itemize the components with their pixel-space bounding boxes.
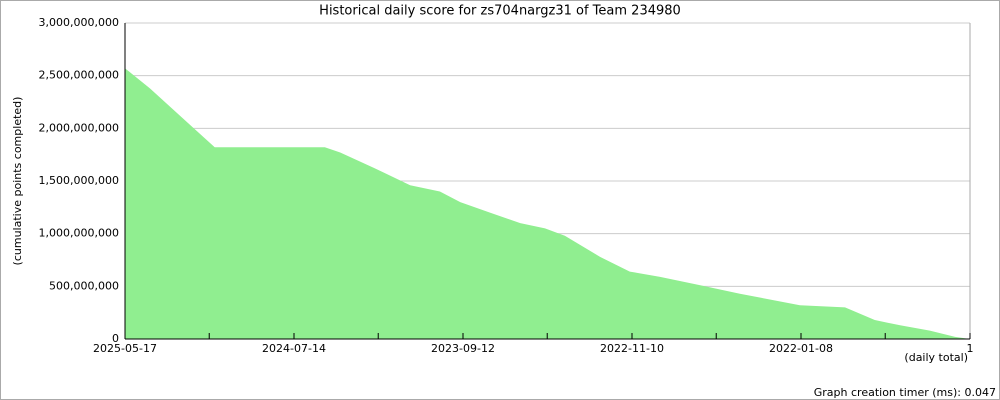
x-tick-label: 2022-11-10: [600, 342, 664, 355]
y-tick-label: 1,500,000,000: [39, 174, 119, 187]
x-tick-label: 2024-07-14: [262, 342, 326, 355]
y-tick-label: 2,000,000,000: [39, 121, 119, 134]
y-tick-label: 1,000,000,000: [39, 227, 119, 240]
area: [125, 68, 970, 339]
x-tick-label: 2023-09-12: [431, 342, 495, 355]
x-tick-label: 1: [967, 342, 974, 355]
y-axis-label: (cumulative points completed): [11, 97, 24, 266]
x-tick-label: 2022-01-08: [769, 342, 833, 355]
chart-title: Historical daily score for zs704nargz31 …: [319, 4, 681, 19]
y-tick-label: 0: [112, 332, 119, 345]
footer: Graph creation timer (ms): 0.047: [814, 386, 996, 399]
x-axis-label: (daily total): [904, 351, 968, 364]
y-tick-label: 500,000,000: [49, 279, 119, 292]
y-tick-label: 2,500,000,000: [39, 69, 119, 82]
x-tick-label: 2025-05-17: [93, 342, 157, 355]
y-tick-label: 3,000,000,000: [39, 16, 119, 29]
